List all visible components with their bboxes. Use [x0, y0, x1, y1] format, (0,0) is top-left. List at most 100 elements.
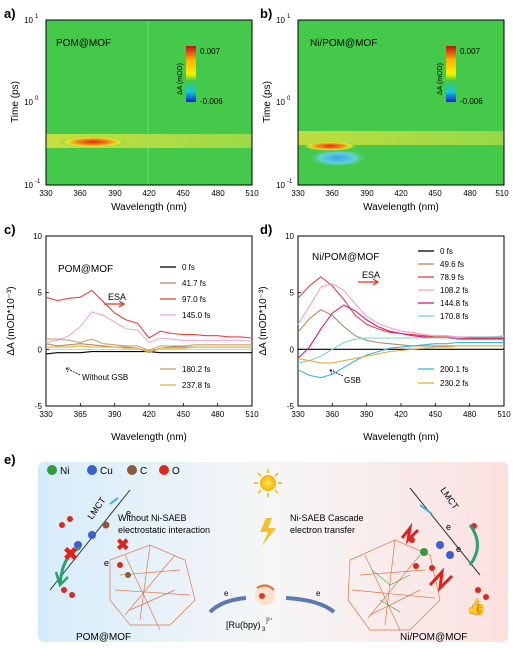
ytick-exp: 1 — [287, 14, 291, 20]
blocked-cross-icon: ✖ — [116, 537, 129, 554]
panel-d-chart: Ni/POM@MOF ESA GSB ΔA (mOD*10⁻³) Wavelen… — [258, 232, 511, 443]
cascade-line1: Ni-SAEB Cascade — [290, 513, 364, 523]
heatmap-b-cbar-min: -0.006 — [460, 97, 483, 106]
ytick-exp: 0 — [35, 96, 39, 102]
legend-label: 145.0 fs — [182, 311, 210, 320]
bolt-red-icon — [400, 522, 420, 545]
heatmap-a-ylabel: Time (ps) — [10, 81, 21, 123]
panel-c-esa-arrow — [104, 300, 126, 308]
ytick-label: 10 — [276, 181, 285, 190]
electron-symbol: e — [224, 589, 229, 598]
legend-label: 180.2 fs — [182, 365, 210, 374]
heatmap-a-colorbar — [186, 46, 196, 102]
heatmap-b-ylabel: Time (ps) — [262, 81, 273, 123]
panel-label-a: a) — [4, 6, 16, 21]
xtick-label: 450 — [429, 410, 443, 419]
electrode-line — [409, 487, 481, 576]
heatmap-a-label: POM@MOF — [56, 38, 111, 49]
panel-d-gsb-arrow — [329, 369, 344, 377]
electron-symbol: e — [446, 522, 451, 532]
legend-label: 200.1 fs — [440, 365, 468, 374]
ni-atom-icon — [47, 465, 57, 475]
lmct-arrow — [419, 504, 433, 515]
xtick-label: 450 — [177, 410, 191, 419]
series-line — [297, 335, 505, 364]
ytick-label: 10 — [24, 16, 33, 25]
panel-a: POM@MOF 0.007 -0.006 ΔA (mOD) 330 360 39… — [10, 14, 259, 213]
legend-cu: Cu — [100, 466, 113, 477]
ru-subscript: 3 — [262, 627, 266, 633]
c-atom-icon — [127, 465, 137, 475]
ytick-label: 10 — [33, 232, 42, 241]
electron-symbol: e — [104, 558, 109, 568]
panel-label-b: b) — [260, 6, 273, 21]
xtick-label: 480 — [463, 410, 477, 419]
series-line — [297, 309, 504, 347]
heatmap-b-frame — [297, 19, 505, 186]
xtick-label: 480 — [211, 189, 225, 198]
heatmap-a-xlabel: Wavelength (nm) — [111, 202, 187, 213]
heatmap-a-frame — [45, 19, 253, 186]
xtick-label: 450 — [176, 189, 190, 198]
without-line1: Without Ni-SAEB — [118, 513, 187, 523]
ytick-exp: -1 — [35, 179, 41, 185]
electron-symbol: e — [316, 589, 321, 598]
legend-label: 41.7 fs — [182, 279, 206, 288]
electron-symbol: e — [126, 508, 131, 518]
xtick-label: 330 — [39, 410, 53, 419]
ytick-label: 5 — [290, 289, 295, 298]
panel-d-gsb-label: GSB — [344, 376, 361, 385]
heatmap-a-cbar-label: ΔA (mOD) — [177, 63, 184, 95]
ytick-label: 10 — [276, 16, 285, 25]
series-line — [297, 276, 504, 339]
panel-b: Ni/POM@MOF 0.007 -0.006 ΔA (mOD) 330 360… — [262, 14, 509, 213]
xtick-label: 510 — [245, 189, 259, 198]
panel-e-legend: Ni Cu C O — [47, 465, 180, 477]
panel-d-title: Ni/POM@MOF — [312, 252, 379, 263]
xtick-label: 480 — [211, 410, 225, 419]
xtick-label: 390 — [360, 410, 374, 419]
series-line — [297, 283, 504, 338]
light-bolt-icon — [260, 518, 276, 546]
thumbs-up-icon: 👍 — [466, 597, 486, 616]
bolt-red-icon — [428, 567, 454, 593]
panel-label-c: c) — [4, 222, 16, 237]
heatmap-b-xaxis: 330 360 390 420 450 480 510 Wavelength (… — [291, 189, 509, 213]
ytick-label: 10 — [24, 181, 33, 190]
panel-e-background — [38, 462, 508, 642]
ru-to-right-arrow — [285, 596, 336, 614]
sun-icon — [254, 469, 282, 497]
panel-c-ylabel: ΔA (mOD*10⁻³) — [6, 286, 17, 355]
panel-e: Ni Cu C O ✖ — [38, 462, 508, 643]
cu-atom-icon — [87, 465, 97, 475]
xtick-label: 420 — [142, 189, 156, 198]
ytick-label: 10 — [276, 98, 285, 107]
series-line — [46, 345, 252, 353]
heatmap-b-colorbar — [446, 46, 456, 102]
xtick-label: 365 — [74, 410, 88, 419]
heatmap-a-esa-peak — [58, 136, 128, 148]
xtick-label: 330 — [291, 189, 305, 198]
ytick-label: -5 — [35, 402, 43, 411]
xtick-label: 390 — [360, 189, 374, 198]
series-line — [297, 341, 504, 379]
xtick-label: 420 — [394, 189, 408, 198]
legend-label: 144.8 fs — [440, 299, 468, 308]
series-line — [297, 304, 504, 359]
xtick-label: 480 — [463, 189, 477, 198]
series-line — [46, 338, 252, 352]
without-line2: electrostatic interaction — [118, 525, 210, 535]
panel-c-title: POM@MOF — [58, 264, 113, 275]
panel-c-xlabel: Wavelength (nm) — [111, 432, 187, 443]
panel-label-d: d) — [260, 222, 273, 237]
panel-d-xlabel: Wavelength (nm) — [363, 432, 439, 443]
xtick-label: 420 — [142, 410, 156, 419]
heatmap-b-xlabel: Wavelength (nm) — [363, 202, 439, 213]
heatmap-a-cbar-max: 0.007 — [200, 47, 221, 56]
electron-transfer-arrow — [468, 524, 479, 566]
heatmap-b-yaxis: 10 1 10 0 10 -1 Time (ps) — [262, 14, 293, 190]
xtick-label: 390 — [108, 189, 122, 198]
cascade-line2: electron transfer — [290, 525, 355, 535]
heatmap-b-cbar-max: 0.007 — [460, 47, 481, 56]
